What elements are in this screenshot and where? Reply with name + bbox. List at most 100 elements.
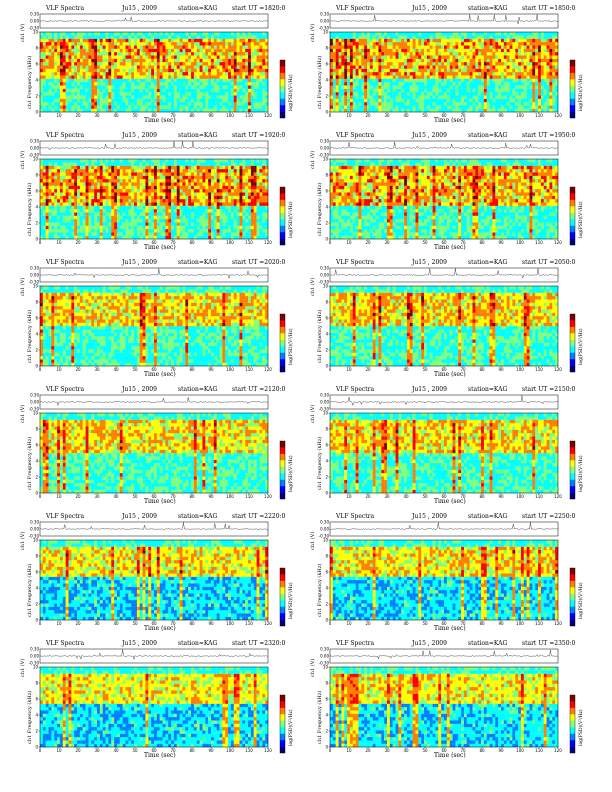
spectrogram-cell bbox=[125, 102, 129, 106]
spectrogram-cell bbox=[85, 68, 89, 73]
panel-start-time: start UT =1920:0 bbox=[232, 132, 285, 140]
spectrogram-cell bbox=[552, 72, 556, 76]
spectrogram-cell bbox=[156, 199, 160, 203]
spectrogram-cell bbox=[424, 68, 428, 73]
spectrogram-cell bbox=[475, 45, 479, 49]
spectrogram-cell bbox=[213, 45, 217, 49]
spectrogram-cell bbox=[466, 78, 470, 83]
spectrogram-cell bbox=[148, 52, 152, 56]
spectrogram-cell bbox=[355, 32, 359, 36]
spectrogram-cell bbox=[131, 172, 135, 176]
spectrogram-cell bbox=[335, 55, 339, 59]
spectrogram-cell bbox=[452, 108, 456, 113]
spectrogram-cell bbox=[42, 95, 46, 99]
spectrogram-cell bbox=[79, 75, 83, 79]
x-tick-label: 80 bbox=[479, 113, 485, 118]
spectrogram-cell bbox=[483, 38, 487, 43]
spectrogram-cell bbox=[108, 75, 112, 79]
spectrogram-cell bbox=[193, 105, 197, 109]
spectrogram-cell bbox=[131, 235, 135, 240]
spectrogram-cell bbox=[136, 68, 140, 73]
spectrogram-cell bbox=[54, 179, 58, 183]
spectrogram-cell bbox=[134, 32, 138, 36]
spectrogram-cell bbox=[136, 199, 140, 203]
spectrogram-panel: VLF Spectra Ju15 , 2009 station=KAG star… bbox=[18, 2, 304, 126]
spectrogram-cell bbox=[529, 32, 533, 36]
spectrogram-cell bbox=[248, 88, 252, 93]
spectrogram-cell bbox=[421, 62, 425, 66]
spectrogram-cell bbox=[338, 72, 342, 76]
spectrogram-cell bbox=[486, 38, 490, 43]
spectrogram-cell bbox=[116, 35, 120, 39]
spectrogram-cell bbox=[105, 75, 109, 79]
spectrogram-cell bbox=[108, 182, 112, 186]
spectrogram-cell bbox=[136, 192, 140, 196]
spectrogram-cell bbox=[165, 32, 169, 36]
spectrogram-cell bbox=[335, 102, 339, 106]
spectrogram-cell bbox=[546, 62, 550, 66]
spectrogram-cell bbox=[71, 102, 75, 106]
spectrogram-cell bbox=[42, 88, 46, 93]
spectrogram-cell bbox=[40, 195, 43, 200]
spectrogram-cell bbox=[253, 58, 257, 63]
spectrogram-cell bbox=[532, 85, 536, 89]
spectrogram-cell bbox=[151, 235, 155, 240]
spectrogram-cell bbox=[512, 72, 516, 76]
spectrogram-cell bbox=[438, 108, 442, 113]
spectrogram-cell bbox=[128, 65, 132, 69]
spectrogram-cell bbox=[213, 55, 217, 59]
spectrogram-cell bbox=[154, 199, 157, 203]
spectrogram-cell bbox=[472, 52, 476, 56]
spectrogram-cell bbox=[469, 52, 473, 56]
spectrogram-cell bbox=[245, 92, 249, 96]
spectrogram-cell bbox=[173, 55, 177, 59]
spectrogram-cell bbox=[364, 62, 368, 66]
spectrogram-cell bbox=[481, 108, 485, 113]
spectrogram-cell bbox=[125, 58, 129, 63]
spectrogram-cell bbox=[478, 45, 482, 49]
spectrogram-cell bbox=[355, 105, 359, 109]
spectrogram-cell bbox=[148, 179, 152, 183]
spectrogram-cell bbox=[131, 105, 135, 109]
spectrogram-cell bbox=[236, 62, 240, 66]
spectrogram-cell bbox=[105, 205, 109, 210]
spectrogram-cell bbox=[45, 82, 49, 86]
spectrogram-cell bbox=[151, 159, 155, 163]
spectrogram-cell bbox=[88, 179, 92, 183]
spectrogram-cell bbox=[111, 172, 115, 176]
spectrogram-cell bbox=[54, 189, 58, 193]
spectrogram-cell bbox=[94, 102, 98, 106]
spectrogram-cell bbox=[259, 85, 263, 89]
spectrogram-cell bbox=[429, 72, 433, 76]
spectrogram-cell bbox=[518, 95, 522, 99]
spectrogram-cell bbox=[145, 185, 149, 190]
spectrogram-cell bbox=[406, 65, 410, 69]
spectrogram-cell bbox=[94, 92, 98, 96]
spectrogram-cell bbox=[151, 72, 155, 76]
spectrogram-cell bbox=[179, 55, 183, 59]
spectrogram-cell bbox=[179, 32, 183, 36]
spectrogram-cell bbox=[461, 32, 465, 36]
spectrogram-cell bbox=[549, 82, 553, 86]
spectrogram-cell bbox=[526, 78, 530, 83]
spectrogram-cell bbox=[94, 42, 98, 46]
spectrogram-cell bbox=[85, 65, 89, 69]
spectrogram-cell bbox=[418, 72, 422, 76]
spectrogram-cell bbox=[230, 52, 234, 56]
spectrogram-cell bbox=[355, 95, 359, 99]
spectrogram-cell bbox=[378, 88, 382, 93]
spectrogram-cell bbox=[40, 225, 43, 230]
spectrogram-cell bbox=[171, 92, 175, 96]
spectrogram-cell bbox=[199, 105, 203, 109]
spectrogram-cell bbox=[406, 82, 410, 86]
spectrogram-cell bbox=[191, 92, 195, 96]
spectrogram-cell bbox=[546, 38, 550, 43]
spectrogram-cell bbox=[230, 32, 234, 36]
spectrogram-cell bbox=[154, 78, 157, 83]
spectrogram-cell bbox=[202, 82, 206, 86]
spectrogram-cell bbox=[202, 45, 206, 49]
spectrogram-cell bbox=[538, 55, 542, 59]
spectrogram-cell bbox=[122, 219, 126, 223]
spectrogram-cell bbox=[463, 65, 467, 69]
spectrogram-cell bbox=[82, 179, 86, 183]
